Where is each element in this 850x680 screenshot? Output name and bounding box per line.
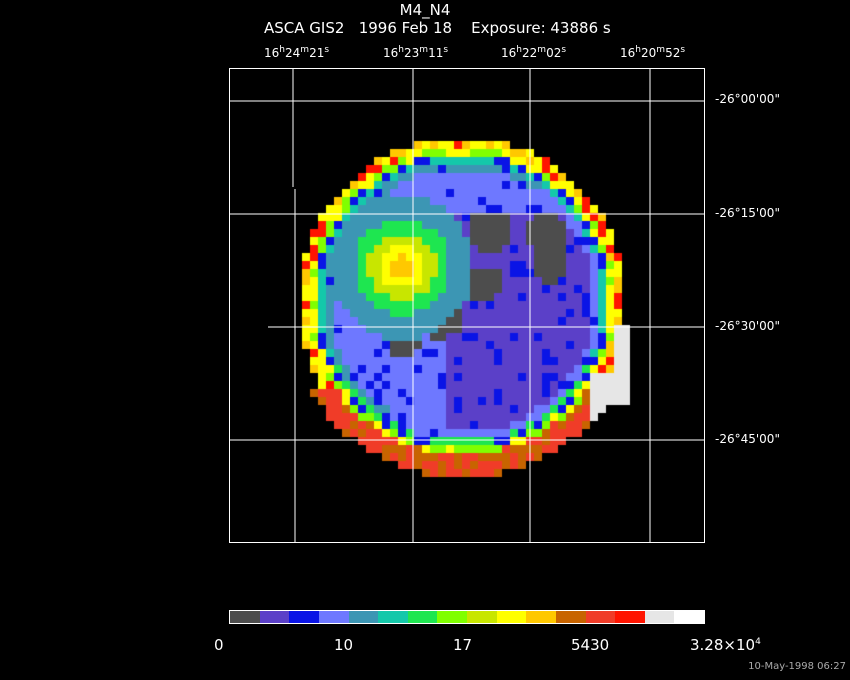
color-swatch <box>289 611 319 623</box>
color-swatch <box>437 611 467 623</box>
color-swatch <box>378 611 408 623</box>
dec-label-2: -26°15'00" <box>715 206 780 220</box>
colorbar-label-10: 10 <box>334 636 354 654</box>
color-swatch <box>348 611 379 623</box>
colorbar-label-max: 3.28×104 <box>690 636 761 654</box>
xray-count-map <box>230 69 704 542</box>
ra-label-1: 16h24m21s <box>264 45 330 60</box>
colorbar-label-min: 0 <box>214 636 224 654</box>
dec-label-1: -26°00'00" <box>715 92 780 106</box>
color-swatch <box>526 611 556 623</box>
color-swatch <box>467 611 497 623</box>
dec-label-3: -26°30'00" <box>715 319 780 333</box>
color-swatch <box>230 611 260 623</box>
color-swatch <box>496 611 527 623</box>
observation-info: ASCA GIS2 1996 Feb 18 Exposure: 43886 s <box>264 19 611 37</box>
ra-label-2: 16h23m11s <box>383 45 449 60</box>
color-swatch <box>644 611 675 623</box>
color-swatch <box>318 611 349 623</box>
color-scale-bar <box>229 610 705 624</box>
color-swatch <box>555 611 586 623</box>
color-swatch <box>674 611 704 623</box>
xray-image-frame <box>229 68 705 543</box>
color-swatch <box>585 611 616 623</box>
colorbar-label-5430: 5430 <box>571 636 610 654</box>
plot-title: M4_N4 <box>399 1 451 19</box>
coordinate-grid <box>230 69 704 542</box>
color-swatch <box>407 611 438 623</box>
ra-label-3: 16h22m02s <box>501 45 567 60</box>
color-swatch <box>259 611 290 623</box>
color-swatch <box>615 611 645 623</box>
plot-timestamp: 10-May-1998 06:27 <box>748 661 846 672</box>
ra-label-4: 16h20m52s <box>620 45 686 60</box>
dec-label-4: -26°45'00" <box>715 432 780 446</box>
colorbar-label-17: 17 <box>453 636 473 654</box>
